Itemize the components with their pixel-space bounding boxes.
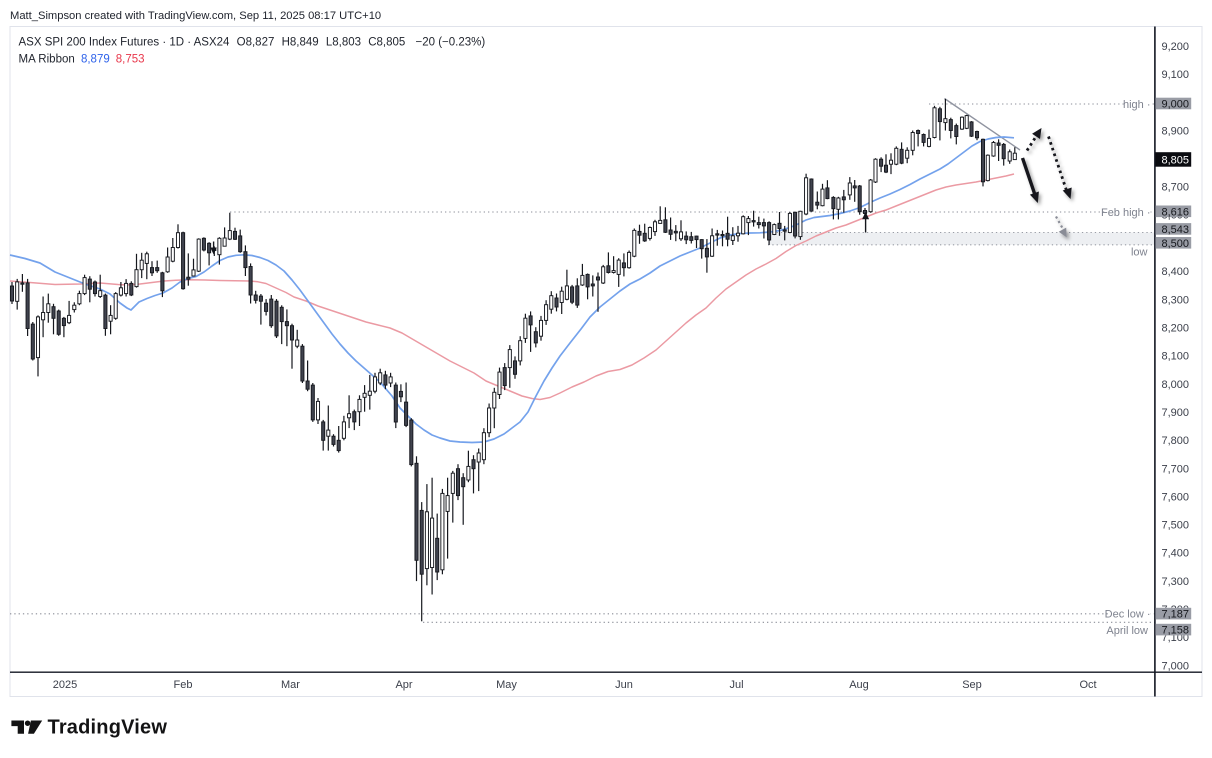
svg-text:Matt_Simpson created with Trad: Matt_Simpson created with TradingView.co…	[10, 10, 381, 22]
svg-text:9,200: 9,200	[1162, 41, 1190, 53]
svg-text:low: low	[1131, 247, 1148, 259]
svg-text:7,000: 7,000	[1162, 660, 1190, 672]
svg-text:Sep: Sep	[962, 679, 982, 691]
svg-text:Oct: Oct	[1079, 679, 1096, 691]
svg-text:ASX SPI 200 Index Futures · 1D: ASX SPI 200 Index Futures · 1D · ASX24 O…	[19, 37, 486, 49]
svg-text:7,187: 7,187	[1162, 609, 1190, 621]
svg-text:8,700: 8,700	[1162, 182, 1190, 194]
svg-text:Feb: Feb	[174, 679, 193, 691]
svg-text:Feb high ·: Feb high ·	[1101, 207, 1151, 219]
svg-text:high ·: high ·	[1123, 99, 1151, 111]
svg-text:8,543: 8,543	[1162, 224, 1190, 236]
svg-text:Jun: Jun	[615, 679, 633, 691]
svg-text:Jul: Jul	[729, 679, 743, 691]
svg-text:Apr: Apr	[395, 679, 412, 691]
svg-text:9,100: 9,100	[1162, 69, 1190, 81]
svg-text:9,000: 9,000	[1162, 99, 1190, 111]
svg-text:May: May	[496, 679, 517, 691]
svg-text:7,700: 7,700	[1162, 463, 1190, 475]
svg-text:TradingView: TradingView	[48, 717, 168, 739]
svg-text:7,800: 7,800	[1162, 435, 1190, 447]
svg-text:7,300: 7,300	[1162, 576, 1190, 588]
svg-text:April low: April low	[1106, 625, 1148, 637]
svg-text:8,616: 8,616	[1162, 206, 1190, 218]
svg-text:8,805: 8,805	[1162, 155, 1190, 167]
svg-text:8,100: 8,100	[1162, 351, 1190, 363]
svg-text:Dec low ·: Dec low ·	[1105, 609, 1151, 621]
svg-text:8,500: 8,500	[1162, 238, 1190, 250]
svg-text:7,400: 7,400	[1162, 548, 1190, 560]
svg-text:7,900: 7,900	[1162, 407, 1190, 419]
svg-text:8,400: 8,400	[1162, 266, 1190, 278]
svg-text:Mar: Mar	[281, 679, 300, 691]
svg-text:7,158: 7,158	[1162, 625, 1190, 637]
svg-text:2025: 2025	[53, 679, 77, 691]
svg-text:8,300: 8,300	[1162, 294, 1190, 306]
svg-text:7,600: 7,600	[1162, 491, 1190, 503]
svg-text:8,000: 8,000	[1162, 379, 1190, 391]
svg-text:8,200: 8,200	[1162, 323, 1190, 335]
svg-text:Aug: Aug	[849, 679, 869, 691]
svg-text:7,500: 7,500	[1162, 520, 1190, 532]
svg-text:8,900: 8,900	[1162, 125, 1190, 137]
